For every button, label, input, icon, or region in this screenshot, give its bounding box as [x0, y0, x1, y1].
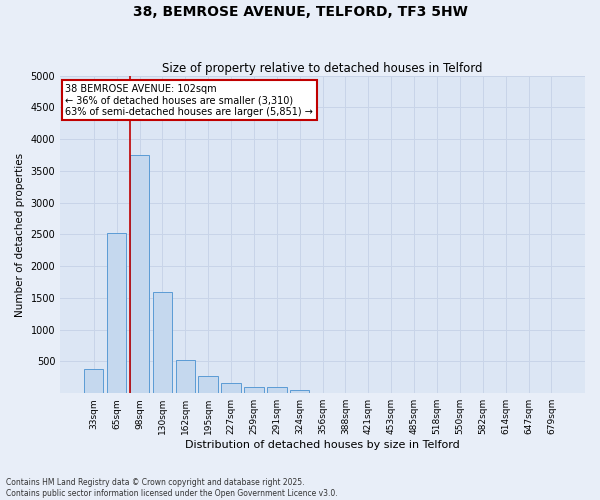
- Bar: [267, 387, 287, 393]
- X-axis label: Distribution of detached houses by size in Telford: Distribution of detached houses by size …: [185, 440, 460, 450]
- Y-axis label: Number of detached properties: Number of detached properties: [15, 152, 25, 316]
- Text: Contains HM Land Registry data © Crown copyright and database right 2025.
Contai: Contains HM Land Registry data © Crown c…: [6, 478, 338, 498]
- Bar: [199, 376, 218, 393]
- Text: 38 BEMROSE AVENUE: 102sqm
← 36% of detached houses are smaller (3,310)
63% of se: 38 BEMROSE AVENUE: 102sqm ← 36% of detac…: [65, 84, 313, 117]
- Bar: [152, 292, 172, 393]
- Bar: [107, 233, 127, 393]
- Bar: [176, 360, 195, 393]
- Title: Size of property relative to detached houses in Telford: Size of property relative to detached ho…: [163, 62, 483, 74]
- Bar: [84, 369, 103, 393]
- Bar: [130, 155, 149, 393]
- Bar: [221, 383, 241, 393]
- Bar: [244, 387, 263, 393]
- Text: 38, BEMROSE AVENUE, TELFORD, TF3 5HW: 38, BEMROSE AVENUE, TELFORD, TF3 5HW: [133, 5, 467, 19]
- Bar: [290, 390, 310, 393]
